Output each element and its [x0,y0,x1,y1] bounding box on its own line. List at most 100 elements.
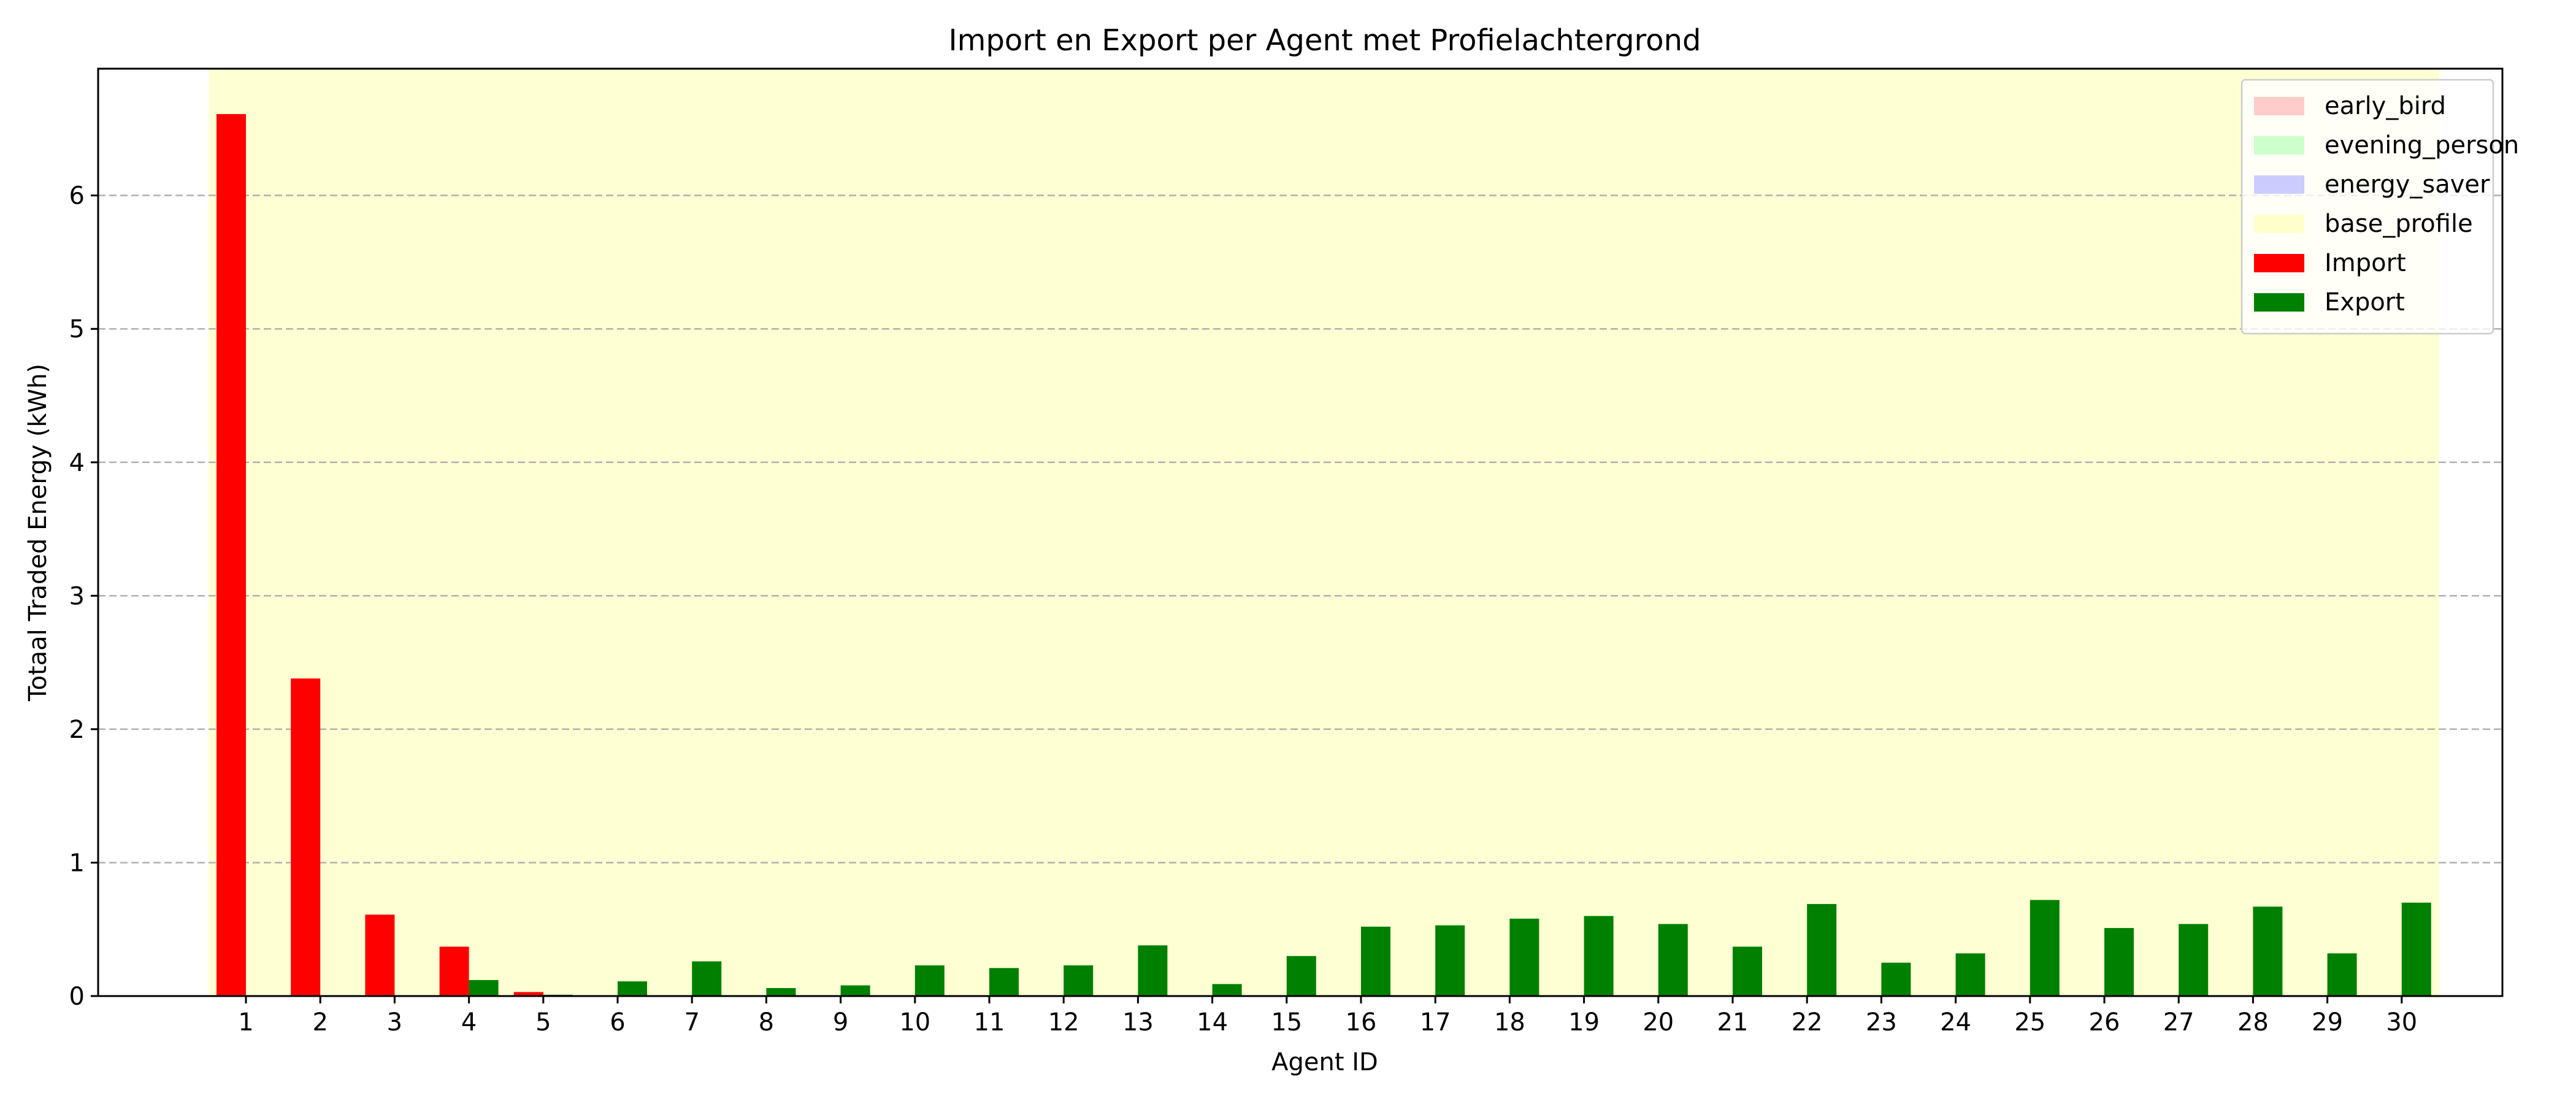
legend-swatch-Export [2254,293,2304,312]
x-tick-label-29: 29 [2312,1008,2343,1037]
profile-band-agent-22 [1769,69,1845,996]
export-bar-agent-24 [1955,953,1985,996]
profile-band-agent-8 [729,69,804,996]
profile-band-agent-16 [1324,69,1399,996]
legend-swatch-energy_saver [2254,175,2304,194]
y-tick-label-4: 4 [69,449,85,477]
profile-background-group [209,69,2439,996]
profile-band-agent-7 [654,69,730,996]
x-tick-label-2: 2 [312,1008,328,1037]
x-tick-label-20: 20 [1643,1008,1674,1037]
profile-band-agent-26 [2067,69,2142,996]
x-tick-label-3: 3 [387,1008,402,1037]
profile-band-agent-6 [580,69,656,996]
export-bar-agent-23 [1881,962,1911,996]
import-bar-agent-1 [217,113,246,996]
export-bar-agent-21 [1733,946,1762,996]
profile-band-agent-18 [1472,69,1547,996]
x-tick-label-4: 4 [461,1008,477,1037]
x-tick-label-14: 14 [1197,1008,1228,1037]
profile-band-agent-13 [1100,69,1176,996]
import-bar-agent-4 [439,946,469,996]
export-bar-agent-25 [2030,900,2060,996]
export-bar-agent-8 [766,987,796,996]
x-tick-label-26: 26 [2089,1008,2120,1037]
legend-swatch-base_profile [2254,215,2304,233]
x-tick-label-21: 21 [1717,1008,1749,1037]
profile-band-agent-11 [952,69,1027,996]
legend-swatch-evening_person [2254,136,2304,155]
profile-band-agent-27 [2141,69,2217,996]
profile-band-agent-3 [357,69,432,996]
import-bar-agent-2 [291,678,321,996]
profile-band-agent-5 [506,69,581,996]
profile-band-agent-23 [1844,69,1919,996]
export-bar-agent-14 [1212,984,1242,996]
x-tick-label-22: 22 [1792,1008,1823,1037]
x-tick-label-28: 28 [2237,1008,2269,1037]
x-tick-label-24: 24 [1940,1008,1971,1037]
x-tick-label-1: 1 [238,1008,253,1037]
profile-band-agent-17 [1398,69,1473,996]
plot-frame [97,67,2504,997]
x-tick-label-9: 9 [833,1008,848,1037]
legend-label-Export: Export [2325,288,2405,316]
x-tick-label-10: 10 [899,1008,930,1037]
y-tick-label-1: 1 [69,849,85,877]
legend-swatch-early_bird [2254,97,2304,115]
x-tick-label-27: 27 [2163,1008,2195,1037]
x-tick-label-19: 19 [1568,1008,1600,1037]
grid-lines [98,194,2502,864]
x-tick-label-12: 12 [1048,1008,1079,1037]
y-tick-label-3: 3 [69,582,85,610]
x-tick-label-5: 5 [535,1008,551,1037]
export-bar-agent-4 [469,979,499,996]
profile-band-agent-20 [1621,69,1696,996]
export-bar-agent-28 [2253,907,2283,996]
x-tick-label-18: 18 [1494,1008,1525,1037]
legend-label-Import: Import [2325,249,2406,277]
export-bar-agent-9 [840,985,870,996]
y-tick-label-6: 6 [69,182,85,210]
export-bar-agent-11 [989,968,1019,996]
export-bar-agent-27 [2179,924,2209,996]
profile-band-agent-19 [1547,69,1622,996]
profile-band-agent-14 [1175,69,1250,996]
x-tick-label-16: 16 [1346,1008,1377,1037]
export-bar-agent-26 [2104,928,2134,996]
y-tick-label-0: 0 [69,983,85,1011]
legend-label-energy_saver: energy_saver [2325,171,2490,199]
profile-band-agent-15 [1249,69,1324,996]
y-tick-label-5: 5 [69,315,85,343]
legend-label-early_bird: early_bird [2325,92,2446,120]
import-bar-agent-5 [513,992,543,996]
export-bar-agent-13 [1138,945,1168,996]
legend-label-base_profile: base_profile [2325,210,2473,238]
bars-group [217,113,2431,996]
legend-label-evening_person: evening_person [2325,131,2519,159]
profile-band-agent-21 [1695,69,1771,996]
legend-frame [2241,79,2494,335]
profile-band-agent-9 [803,69,878,996]
x-tick-label-13: 13 [1122,1008,1154,1037]
x-axis: 1 2 3 4 5 6 7 8 9 10 11 12 13 14 15 16 17 18 19 20 21 22 23 24 2… [238,996,2417,1037]
export-bar-agent-12 [1064,965,1094,996]
export-bar-agent-17 [1435,925,1465,996]
x-tick-label-23: 23 [1866,1008,1897,1037]
x-axis-label: Agent ID [1271,1048,1378,1076]
x-tick-label-15: 15 [1271,1008,1302,1037]
export-bar-agent-20 [1658,924,1688,996]
profile-band-agent-10 [878,69,953,996]
profile-band-agent-24 [1919,69,1993,996]
import-bar-agent-3 [365,914,395,996]
x-tick-label-8: 8 [759,1008,774,1037]
profile-band-agent-12 [1026,69,1102,996]
x-tick-label-11: 11 [974,1008,1005,1037]
profile-band-agent-25 [1993,69,2068,996]
profile-band-agent-4 [432,69,507,996]
export-bar-agent-10 [914,965,945,996]
export-bar-agent-19 [1584,916,1614,996]
chart-title: Import en Export per Agent met Profielac… [949,23,1701,58]
y-tick-label-2: 2 [69,716,85,744]
